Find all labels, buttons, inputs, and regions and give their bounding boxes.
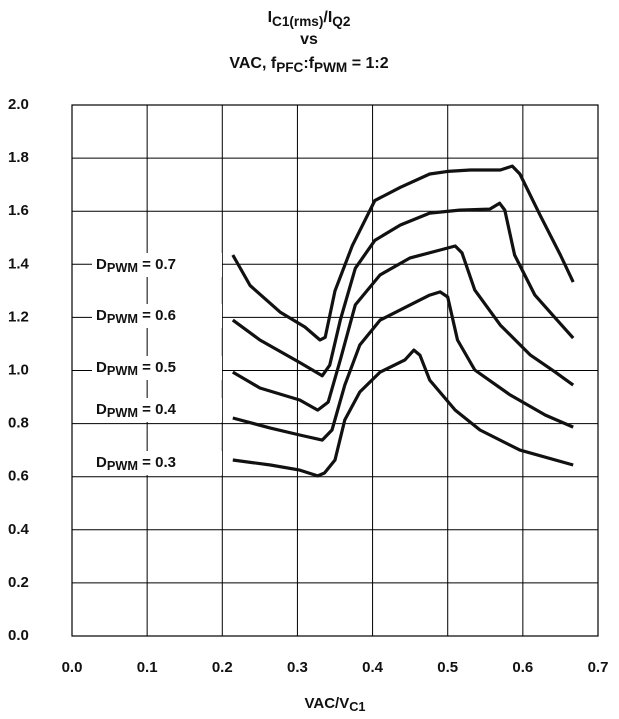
series-line (231, 244, 575, 412)
series-line (232, 290, 574, 442)
plot-border (71, 104, 599, 637)
text-part: D (96, 307, 107, 324)
series-label: DPWM = 0.4 (96, 401, 177, 420)
subscript: PWM (314, 60, 347, 75)
x-tick-label: 0.5 (437, 659, 458, 676)
x-axis-label: VAC/VC1 (304, 695, 365, 714)
series-label: DPWM = 0.5 (96, 359, 176, 378)
subscript: Q2 (332, 14, 351, 29)
text-part: D (96, 256, 107, 273)
x-tick-label: 0.0 (62, 659, 83, 676)
text-part: I (268, 9, 272, 26)
text-part: = 0.6 (138, 307, 176, 324)
text-part: = 0.3 (138, 454, 176, 471)
text-part: = 1:2 (347, 55, 388, 72)
text-part: = 0.4 (138, 401, 177, 418)
subscript: PWM (107, 405, 138, 420)
series-label: DPWM = 0.6 (96, 307, 176, 326)
subscript: C1(rms) (272, 14, 323, 29)
y-tick-label: 0.6 (8, 468, 29, 485)
text-part: :f (303, 55, 314, 72)
chart-title: IC1(rms)/IQ2 (268, 9, 351, 28)
text-part: D (96, 454, 107, 471)
subscript: PWM (107, 311, 138, 326)
text-part: D (96, 359, 107, 376)
chart-title: VAC, fPFC:fPWM = 1:2 (229, 55, 388, 74)
x-tick-label: 0.4 (362, 659, 384, 676)
subscript: PFC (276, 60, 303, 75)
label-background (92, 253, 222, 277)
chart-title: vs (300, 31, 318, 48)
text-part: /I (323, 9, 332, 26)
x-tick-label: 0.3 (287, 659, 308, 676)
subscript: C1 (349, 699, 365, 714)
text-part: vs (300, 31, 318, 48)
y-tick-label: 1.0 (8, 361, 29, 378)
label-background (92, 398, 222, 422)
subscript: PWM (107, 260, 138, 275)
x-tick-label: 0.6 (512, 659, 533, 676)
x-tick-label: 0.2 (212, 659, 233, 676)
text-part: D (96, 401, 107, 418)
x-tick-label: 0.1 (137, 659, 158, 676)
y-tick-label: 1.2 (8, 308, 29, 325)
y-tick-label: 1.4 (8, 255, 30, 272)
series-line (232, 348, 574, 478)
text-part: VAC, f (229, 55, 276, 72)
series-label: DPWM = 0.3 (96, 454, 176, 473)
label-background (92, 451, 222, 475)
series-line (231, 164, 575, 342)
y-tick-label: 1.6 (8, 202, 29, 219)
subscript: PWM (107, 458, 138, 473)
text-part: = 0.7 (138, 256, 176, 273)
text-part: VAC/V (304, 695, 349, 712)
series-label: DPWM = 0.7 (96, 256, 176, 275)
y-tick-label: 1.8 (8, 149, 29, 166)
x-tick-label: 0.7 (588, 659, 609, 676)
series-line (231, 201, 575, 378)
y-tick-label: 0.2 (8, 574, 29, 591)
label-background (92, 304, 222, 328)
y-tick-label: 2.0 (8, 96, 29, 113)
y-tick-label: 0.0 (8, 627, 29, 644)
label-background (92, 356, 222, 380)
y-tick-label: 0.8 (8, 415, 29, 432)
text-part: = 0.5 (138, 359, 176, 376)
subscript: PWM (107, 363, 138, 378)
y-tick-label: 0.4 (8, 521, 30, 538)
